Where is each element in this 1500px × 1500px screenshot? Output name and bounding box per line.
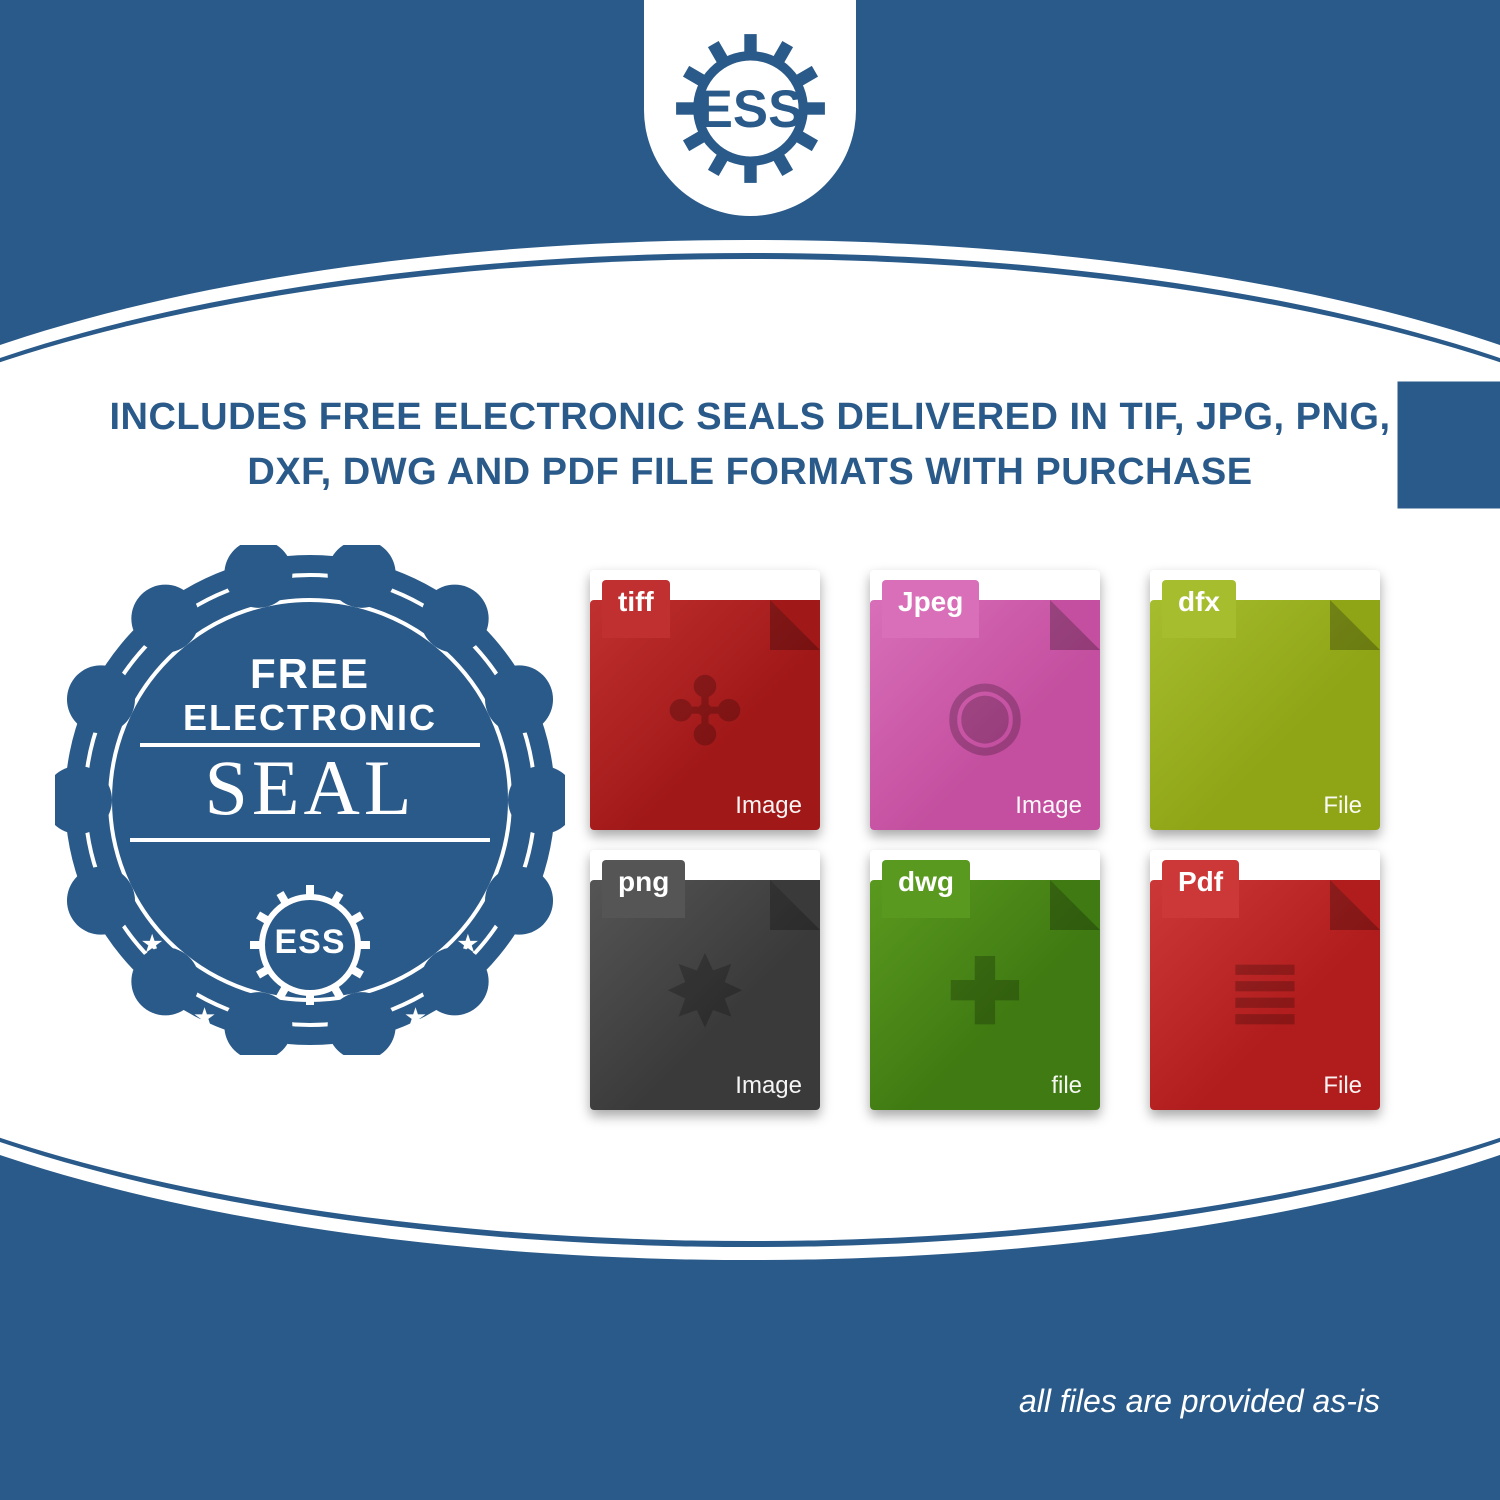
file-glyph-icon: ≣ [1150,940,1380,1045]
seal-line1: FREE [55,650,565,698]
file-icon-tiff: tiff ✣ Image [590,570,820,830]
file-caption: Image [735,792,802,820]
file-tab: png [602,860,685,918]
files-grid: tiff ✣ Image Jpeg ◉ Image dfx File png ✸… [590,570,1440,1110]
file-glyph-icon: ◉ [870,660,1100,765]
seal-brand: ESS [55,923,565,962]
file-glyph-icon: ✣ [590,660,820,765]
file-tab: dfx [1162,580,1236,638]
gear-icon: ESS [673,31,828,186]
file-tab: Pdf [1162,860,1239,918]
seal-line2: ELECTRONIC [55,697,565,739]
file-glyph-icon: ✸ [590,940,820,1045]
file-icon-dwg: dwg ✚ file [870,850,1100,1110]
file-caption: File [1323,1072,1362,1100]
footer-note: all files are provided as-is [1019,1383,1380,1420]
seal-badge: ★★★★★★★★★★ FREE ELECTRONIC SEAL ESS [55,545,565,1055]
file-glyph-icon: ✚ [870,940,1100,1045]
file-tab: dwg [882,860,970,918]
ess-logo-text: ESS [697,80,802,139]
seal-line3: SEAL [55,743,565,833]
ess-logo: ESS [640,0,860,230]
file-caption: Image [735,1072,802,1100]
headline-text: INCLUDES FREE ELECTRONIC SEALS DELIVERED… [100,390,1400,500]
file-caption: Image [1015,792,1082,820]
file-icon-pdf: Pdf ≣ File [1150,850,1380,1110]
file-icon-jpeg: Jpeg ◉ Image [870,570,1100,830]
ess-shield: ESS [640,0,860,220]
file-caption: file [1051,1072,1082,1100]
file-caption: File [1323,792,1362,820]
file-icon-png: png ✸ Image [590,850,820,1110]
file-tab: Jpeg [882,580,979,638]
file-icon-dfx: dfx File [1150,570,1380,830]
file-tab: tiff [602,580,670,638]
